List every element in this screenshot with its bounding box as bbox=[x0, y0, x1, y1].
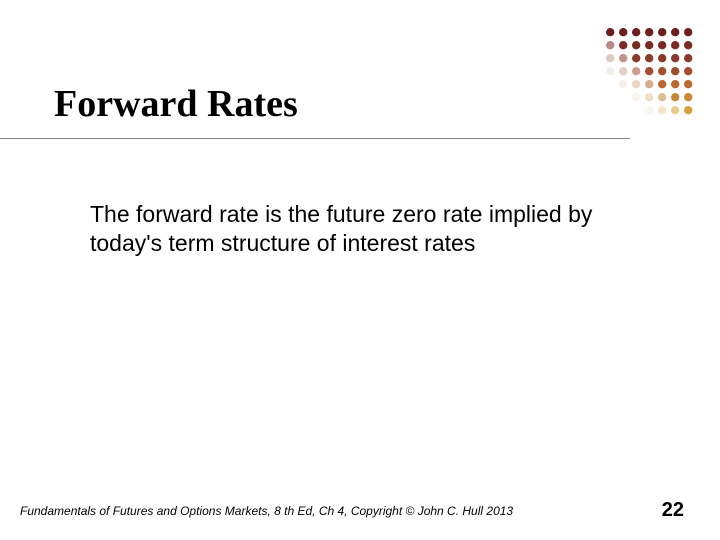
slide: Forward Rates The forward rate is the fu… bbox=[0, 0, 720, 540]
slide-body-text: The forward rate is the future zero rate… bbox=[90, 200, 630, 259]
footer-citation: Fundamentals of Futures and Options Mark… bbox=[20, 504, 513, 518]
title-underline bbox=[0, 138, 630, 139]
page-number: 22 bbox=[662, 499, 684, 522]
slide-title: Forward Rates bbox=[54, 82, 298, 126]
corner-dot-decoration bbox=[600, 22, 698, 120]
